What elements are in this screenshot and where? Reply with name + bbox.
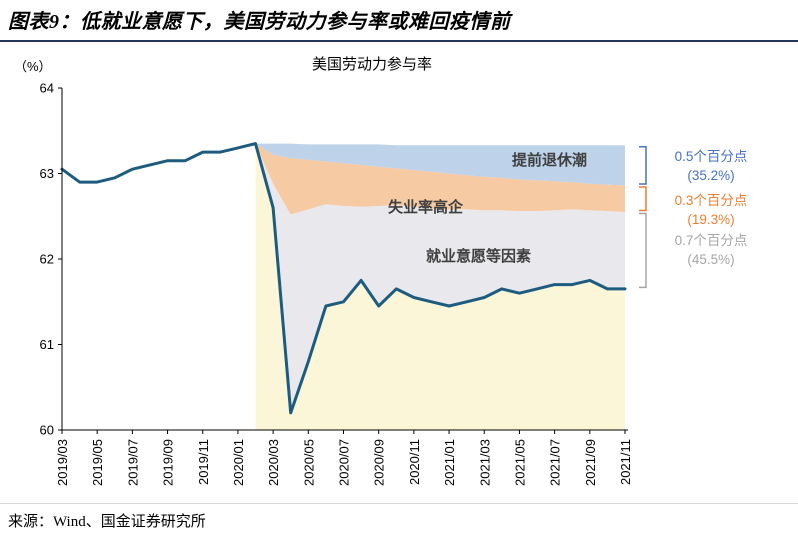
- y-axis-unit-label: （%）: [14, 59, 52, 74]
- annotation-value: 0.7个百分点: [674, 233, 748, 248]
- chart-canvas: 60 61 62 63 64 2019/03 2019/05 2019/07 2019/09 20…: [40, 81, 647, 486]
- annotation-share: (35.2%): [687, 168, 735, 183]
- svg-text:2019/05: 2019/05: [90, 439, 105, 486]
- chart-title: 美国劳动力参与率: [311, 56, 432, 73]
- band-label-willingness-factors: 就业意愿等因素: [426, 248, 532, 265]
- svg-text:2021/07: 2021/07: [548, 439, 563, 486]
- svg-text:2020/05: 2020/05: [301, 439, 316, 486]
- header-rule: [0, 40, 798, 42]
- svg-text:2021/03: 2021/03: [477, 439, 492, 486]
- annotation-share: (19.3%): [687, 212, 735, 227]
- svg-text:2020/03: 2020/03: [266, 439, 281, 486]
- svg-text:2020/07: 2020/07: [337, 439, 352, 486]
- band-label-early-retirement: 提前退休潮: [512, 152, 588, 169]
- annotation-willingness-factors: 0.7个百分点 (45.5%): [653, 231, 769, 269]
- svg-text:63: 63: [40, 166, 54, 181]
- svg-text:2019/11: 2019/11: [196, 439, 211, 485]
- svg-text:60: 60: [40, 423, 54, 438]
- annotation-early-retirement: 0.5个百分点 (35.2%): [653, 147, 769, 185]
- annotation-high-unemployment: 0.3个百分点 (19.3%): [653, 191, 769, 229]
- annotation-share: (45.5%): [687, 252, 735, 267]
- svg-text:2019/07: 2019/07: [125, 439, 140, 486]
- svg-text:2021/05: 2021/05: [512, 439, 527, 486]
- annotation-value: 0.5个百分点: [674, 149, 748, 164]
- svg-text:2021/01: 2021/01: [442, 439, 457, 486]
- source-note: 来源：Wind、国金证券研究所: [8, 514, 206, 530]
- svg-text:64: 64: [40, 81, 54, 96]
- svg-text:2020/11: 2020/11: [407, 439, 422, 485]
- svg-text:2020/09: 2020/09: [372, 439, 387, 486]
- footer: 来源：Wind、国金证券研究所: [0, 503, 798, 537]
- svg-text:2019/03: 2019/03: [55, 439, 70, 486]
- svg-text:2020/01: 2020/01: [231, 439, 246, 486]
- svg-text:2021/09: 2021/09: [583, 439, 598, 486]
- band-label-high-unemployment: 失业率高企: [388, 199, 464, 216]
- annotation-value: 0.3个百分点: [674, 193, 748, 208]
- svg-text:62: 62: [40, 252, 54, 267]
- svg-text:2019/09: 2019/09: [161, 439, 176, 486]
- svg-text:61: 61: [40, 337, 54, 352]
- figure-title: 图表9：低就业意愿下，美国劳动力参与率或难回疫情前: [8, 11, 511, 33]
- svg-text:2021/11: 2021/11: [618, 439, 633, 485]
